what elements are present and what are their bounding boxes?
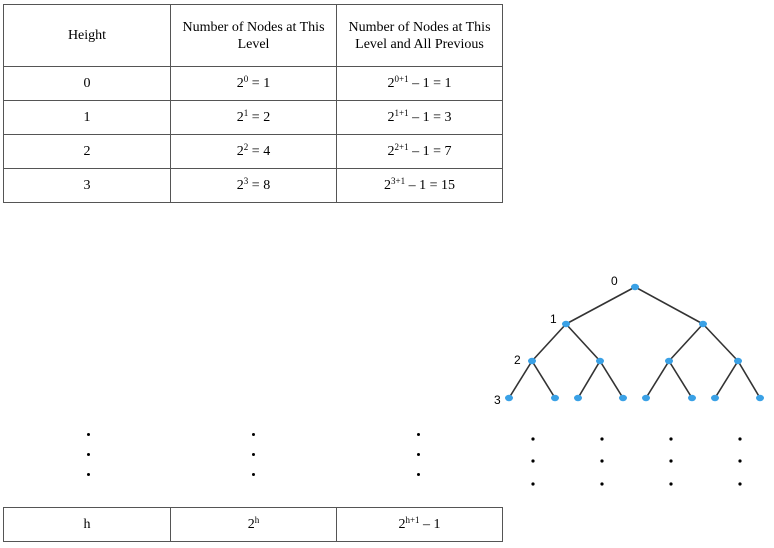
cell-nodes-cumulative: 2h+1 – 1 xyxy=(336,507,503,542)
tree-level-label: 2 xyxy=(514,353,521,367)
cell-height: h xyxy=(3,507,171,542)
tree-ellipsis-dot xyxy=(531,482,535,486)
cell-nodes-at-level: 22 = 4 xyxy=(170,134,337,169)
tree-edge xyxy=(702,323,739,362)
table-row: 3 23 = 8 23+1 – 1 = 15 xyxy=(3,168,503,203)
tree-node xyxy=(505,394,513,402)
tree-edge xyxy=(714,360,739,399)
cell-height: 0 xyxy=(3,66,171,101)
tree-edge xyxy=(565,286,636,325)
cell-nodes-at-level: 2h xyxy=(170,507,337,542)
tree-level-label: 0 xyxy=(611,274,618,288)
tree-node xyxy=(528,357,536,365)
tree-node xyxy=(574,394,582,402)
ellipsis-dots xyxy=(83,433,93,493)
header-height: Height xyxy=(3,4,171,67)
tree-ellipsis-dot xyxy=(738,437,742,441)
tree-edge xyxy=(565,323,601,362)
tree-node xyxy=(562,320,570,328)
tree-ellipsis-dot xyxy=(738,459,742,463)
tree-ellipsis-dot xyxy=(600,482,604,486)
tree-edge xyxy=(645,360,670,399)
tree-edge xyxy=(531,360,556,399)
header-nodes-cumulative: Number of Nodes at This Level and All Pr… xyxy=(336,4,503,67)
table-row: 2 22 = 4 22+1 – 1 = 7 xyxy=(3,134,503,169)
tree-edge xyxy=(508,360,533,399)
tree-ellipsis-dot xyxy=(600,459,604,463)
cell-height: 3 xyxy=(3,168,171,203)
cell-nodes-at-level: 20 = 1 xyxy=(170,66,337,101)
tree-edge xyxy=(634,286,704,325)
tree-node xyxy=(642,394,650,402)
cell-height: 2 xyxy=(3,134,171,169)
ellipsis-dots xyxy=(413,433,423,493)
tree-ellipsis-dot xyxy=(669,482,673,486)
tree-edge xyxy=(599,360,624,399)
tree-node xyxy=(756,394,764,402)
tree-edge xyxy=(577,360,601,399)
tree-node xyxy=(631,283,639,291)
tree-edge xyxy=(668,323,704,362)
cell-nodes-at-level: 23 = 8 xyxy=(170,168,337,203)
tree-ellipsis-dot xyxy=(669,459,673,463)
table-row-general: h 2h 2h+1 – 1 xyxy=(3,507,503,542)
tree-level-label: 3 xyxy=(494,393,501,407)
tree-node xyxy=(619,394,627,402)
tree-node xyxy=(699,320,707,328)
table-row: 0 20 = 1 20+1 – 1 = 1 xyxy=(3,66,503,101)
tree-ellipsis-dot xyxy=(738,482,742,486)
tree-edge xyxy=(668,360,693,399)
table-header-row: Height Number of Nodes at This Level Num… xyxy=(3,4,503,67)
tree-node xyxy=(734,357,742,365)
header-nodes-at-level: Number of Nodes at This Level xyxy=(170,4,337,67)
tree-node xyxy=(596,357,604,365)
cell-nodes-cumulative: 23+1 – 1 = 15 xyxy=(336,168,503,203)
tree-ellipsis-dot xyxy=(531,459,535,463)
tree-node xyxy=(711,394,719,402)
tree-edge xyxy=(737,360,761,399)
ellipsis-dots xyxy=(248,433,258,493)
tree-node xyxy=(688,394,696,402)
tree-node xyxy=(665,357,673,365)
tree-node xyxy=(551,394,559,402)
cell-nodes-cumulative: 21+1 – 1 = 3 xyxy=(336,100,503,135)
tree-ellipsis-dot xyxy=(531,437,535,441)
tree-ellipsis-dot xyxy=(669,437,673,441)
tree-ellipsis-dot xyxy=(600,437,604,441)
general-formula-table: h 2h 2h+1 – 1 xyxy=(3,507,503,542)
cell-nodes-cumulative: 22+1 – 1 = 7 xyxy=(336,134,503,169)
nodes-by-height-table: Height Number of Nodes at This Level Num… xyxy=(3,4,503,203)
tree-edge xyxy=(531,323,567,362)
tree-level-label: 1 xyxy=(550,312,557,326)
